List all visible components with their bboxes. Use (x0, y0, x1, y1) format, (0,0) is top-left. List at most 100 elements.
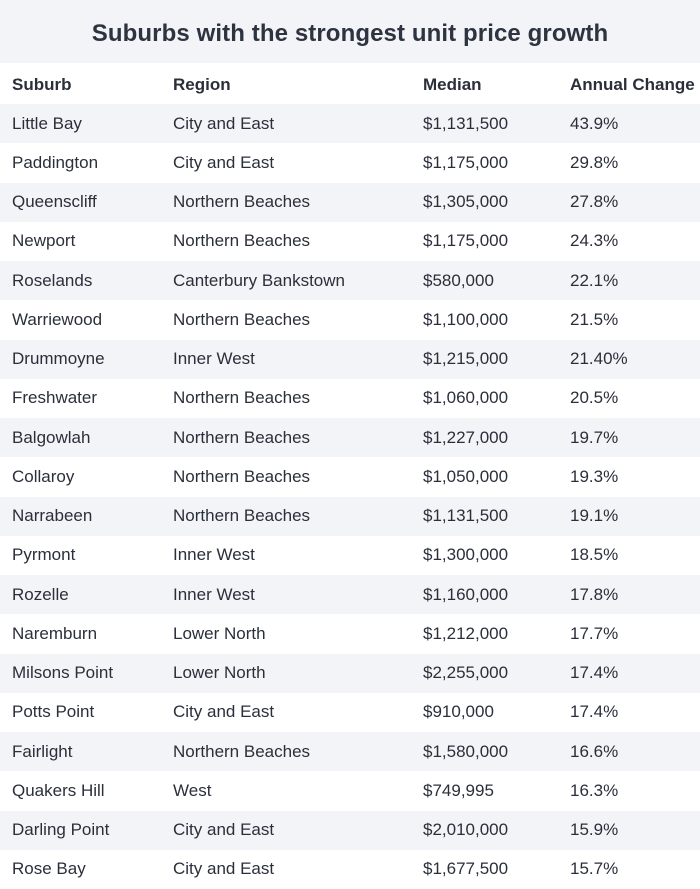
cell-suburb: Narrabeen (12, 506, 93, 526)
cell-annual-change: 29.8% (570, 152, 619, 172)
cell-median: $1,580,000 (423, 741, 509, 761)
cell-suburb: Rose Bay (12, 859, 86, 879)
cell-region: Northern Beaches (173, 231, 311, 251)
cell-median: $1,131,500 (423, 506, 509, 526)
table-row: Rose Bay City and East $1,677,500 15.7% (0, 849, 700, 889)
cell-region: West (173, 780, 212, 800)
table-row: Little Bay City and East $1,131,500 43.9% (0, 104, 700, 144)
cell-annual-change: 24.3% (570, 231, 619, 251)
column-header-annual-change: Annual Change (570, 74, 695, 94)
table-row: Pyrmont Inner West $1,300,000 18.5% (0, 535, 700, 575)
cell-suburb: Balgowlah (12, 427, 91, 447)
cell-median: $749,995 (423, 780, 494, 800)
cell-median: $1,300,000 (423, 545, 509, 565)
cell-suburb: Roselands (12, 270, 93, 290)
cell-median: $1,175,000 (423, 152, 509, 172)
cell-annual-change: 20.5% (570, 388, 619, 408)
cell-annual-change: 19.7% (570, 427, 619, 447)
cell-region: City and East (173, 859, 275, 879)
cell-annual-change: 17.4% (570, 663, 619, 683)
table-row: Naremburn Lower North $1,212,000 17.7% (0, 614, 700, 654)
cell-suburb: Pyrmont (12, 545, 76, 565)
cell-region: Lower North (173, 623, 266, 643)
growth-table: Suburb Region Median Annual Change Littl… (0, 63, 700, 889)
cell-annual-change: 17.4% (570, 702, 619, 722)
cell-region: Northern Beaches (173, 741, 311, 761)
cell-annual-change: 18.5% (570, 545, 619, 565)
cell-region: City and East (173, 113, 275, 133)
table-row: Newport Northern Beaches $1,175,000 24.3% (0, 221, 700, 261)
table-row: Potts Point City and East $910,000 17.4% (0, 692, 700, 732)
cell-suburb: Warriewood (12, 309, 103, 329)
table-row: Milsons Point Lower North $2,255,000 17.4% (0, 653, 700, 693)
cell-suburb: Little Bay (12, 113, 82, 133)
cell-median: $1,215,000 (423, 349, 509, 369)
column-header-region: Region (173, 74, 231, 94)
cell-median: $1,212,000 (423, 623, 509, 643)
title-bar: Suburbs with the strongest unit price gr… (0, 0, 700, 63)
cell-suburb: Fairlight (12, 741, 73, 761)
table-row: Drummoyne Inner West $1,215,000 21.40% (0, 339, 700, 379)
cell-median: $2,010,000 (423, 820, 509, 840)
table-row: Narrabeen Northern Beaches $1,131,500 19.1% (0, 496, 700, 536)
table-row: Collaroy Northern Beaches $1,050,000 19.3% (0, 457, 700, 497)
cell-median: $1,175,000 (423, 231, 509, 251)
cell-median: $1,131,500 (423, 113, 509, 133)
cell-annual-change: 15.9% (570, 820, 619, 840)
cell-median: $1,677,500 (423, 859, 509, 879)
cell-region: Northern Beaches (173, 466, 311, 486)
cell-suburb: Milsons Point (12, 663, 114, 683)
column-header-suburb: Suburb (12, 74, 72, 94)
cell-region: Inner West (173, 545, 255, 565)
cell-suburb: Drummoyne (12, 349, 105, 369)
cell-region: Northern Beaches (173, 388, 311, 408)
cell-region: Northern Beaches (173, 506, 311, 526)
cell-median: $1,060,000 (423, 388, 509, 408)
cell-median: $1,305,000 (423, 192, 509, 212)
table-body: Little Bay City and East $1,131,500 43.9% Pa… (0, 104, 700, 889)
cell-region: Canterbury Bankstown (173, 270, 345, 290)
cell-annual-change: 17.7% (570, 623, 619, 643)
cell-region: Lower North (173, 663, 266, 683)
table-row: Freshwater Northern Beaches $1,060,000 20.5… (0, 378, 700, 418)
cell-annual-change: 17.8% (570, 584, 619, 604)
cell-suburb: Quakers Hill (12, 780, 105, 800)
cell-annual-change: 16.3% (570, 780, 619, 800)
cell-suburb: Newport (12, 231, 76, 251)
cell-region: Northern Beaches (173, 192, 311, 212)
cell-suburb: Queenscliff (12, 192, 97, 212)
cell-annual-change: 21.5% (570, 309, 619, 329)
cell-suburb: Potts Point (12, 702, 95, 722)
cell-median: $1,160,000 (423, 584, 509, 604)
header-row: Suburb Region Median Annual Change (0, 63, 700, 104)
cell-median: $580,000 (423, 270, 494, 290)
cell-suburb: Freshwater (12, 388, 98, 408)
cell-suburb: Rozelle (12, 584, 69, 604)
cell-region: City and East (173, 702, 275, 722)
column-header-median: Median (423, 74, 482, 94)
cell-region: City and East (173, 820, 275, 840)
cell-region: Inner West (173, 584, 255, 604)
cell-median: $2,255,000 (423, 663, 509, 683)
table-row: Warriewood Northern Beaches $1,100,000 21.5… (0, 300, 700, 340)
table-row: Roselands Canterbury Bankstown $580,000 22.… (0, 261, 700, 301)
cell-annual-change: 22.1% (570, 270, 619, 290)
cell-annual-change: 15.7% (570, 859, 619, 879)
cell-suburb: Naremburn (12, 623, 98, 643)
cell-suburb: Collaroy (12, 466, 75, 486)
cell-region: City and East (173, 152, 275, 172)
cell-annual-change: 27.8% (570, 192, 619, 212)
cell-median: $1,050,000 (423, 466, 509, 486)
cell-annual-change: 19.3% (570, 466, 619, 486)
table-row: Paddington City and East $1,175,000 29.8% (0, 143, 700, 183)
cell-annual-change: 43.9% (570, 113, 619, 133)
cell-region: Inner West (173, 349, 255, 369)
table-row: Balgowlah Northern Beaches $1,227,000 19.7% (0, 418, 700, 458)
table-row: Queenscliff Northern Beaches $1,305,000 27.… (0, 182, 700, 222)
cell-region: Northern Beaches (173, 309, 311, 329)
table-title: Suburbs with the strongest unit price gr… (91, 19, 609, 47)
cell-annual-change: 19.1% (570, 506, 619, 526)
cell-suburb: Paddington (12, 152, 99, 172)
table-row: Darling Point City and East $2,010,000 15.9… (0, 810, 700, 850)
